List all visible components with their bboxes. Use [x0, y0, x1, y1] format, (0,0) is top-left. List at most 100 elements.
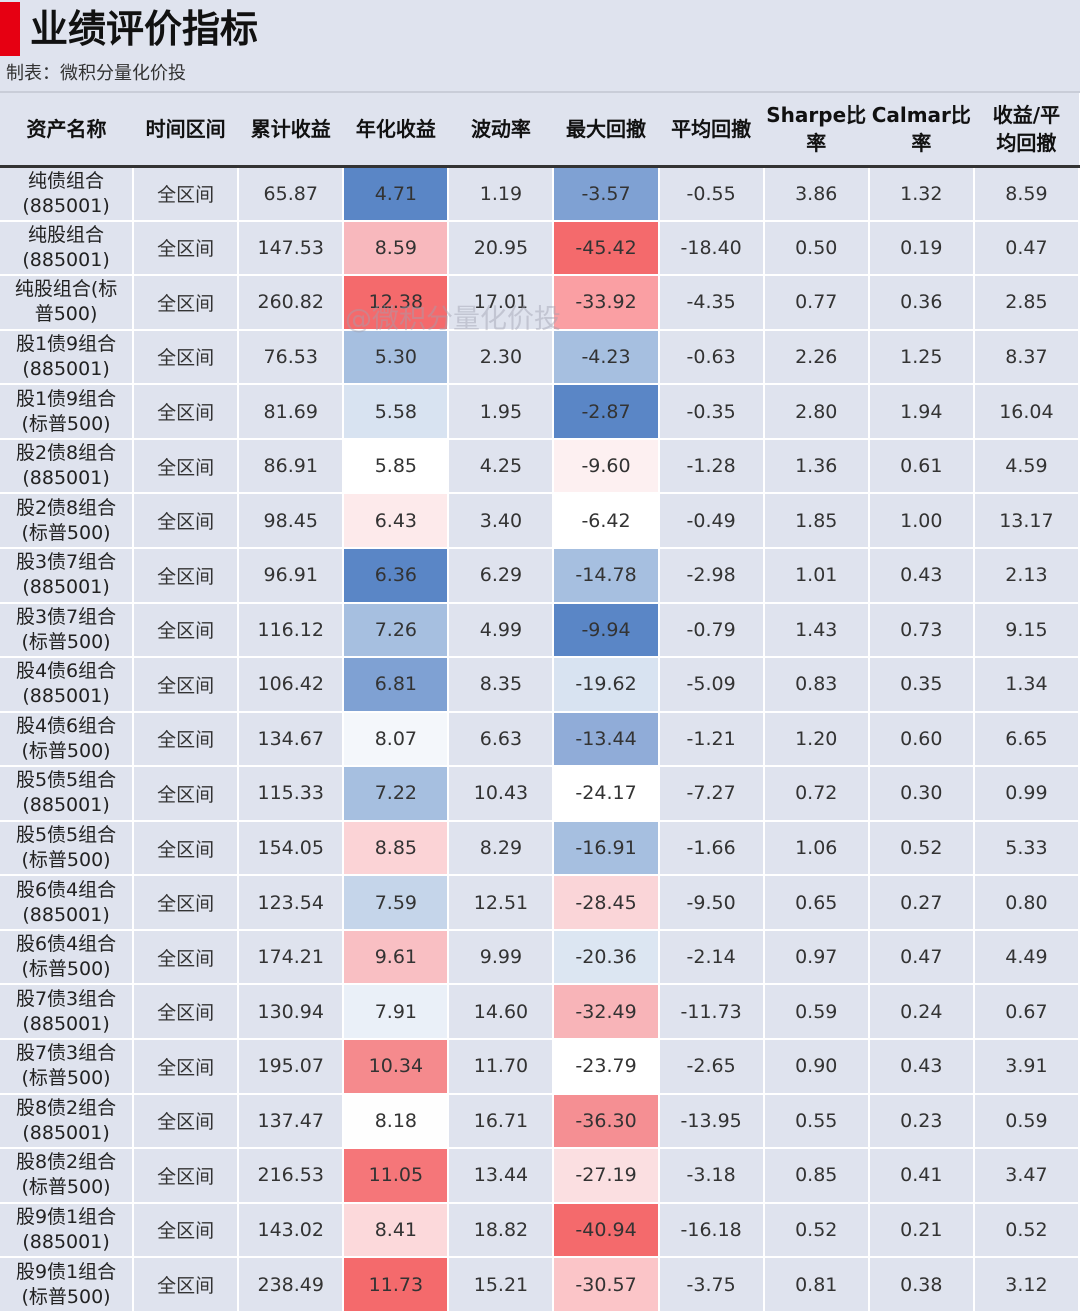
asset-name-line: 股3债7组合: [15, 551, 117, 574]
return-avg-drawdown-cell: 6.65: [973, 711, 1080, 768]
table-header: 资产名称 时间区间 累计收益 年化收益 波动率 最大回撤 平均回撤 Sharpe比率 Calma…: [0, 93, 1079, 168]
annual-return-cell: 8.59: [343, 220, 450, 277]
table-row: 股4债6组合 (885001) 全区间 106.42 6.81 8.35 -19.62 -5.…: [0, 657, 1080, 713]
max-drawdown-cell: -9.94: [553, 602, 660, 659]
sharpe-ratio-cell: 1.43: [763, 602, 870, 659]
asset-name-line: 纯股组合(标: [14, 278, 118, 301]
volatility-cell: 6.29: [448, 547, 555, 604]
sharpe-ratio-cell: 0.81: [763, 1257, 870, 1313]
max-drawdown-cell: -33.92: [553, 275, 660, 331]
title-accent-bar: [0, 2, 20, 56]
return-avg-drawdown-cell: 1.34: [973, 657, 1080, 713]
asset-name-line: (885001): [22, 1012, 110, 1035]
asset-name-cell: 纯债组合 (885001): [0, 166, 135, 222]
return-avg-drawdown-cell: 3.47: [973, 1148, 1080, 1204]
cumulative-return-cell: 238.49: [238, 1257, 345, 1313]
cumulative-return-cell: 106.42: [238, 657, 345, 713]
period-cell: 全区间: [133, 711, 240, 768]
max-drawdown-cell: -24.17: [553, 766, 660, 822]
asset-name-line: 股4债6组合: [15, 714, 117, 737]
asset-name-line: (标普500): [21, 1285, 111, 1308]
volatility-cell: 2.30: [448, 329, 555, 386]
header-row: 资产名称 时间区间 累计收益 年化收益 波动率 最大回撤 平均回撤 Sharpe比率 Calma…: [0, 93, 1079, 168]
cumulative-return-cell: 96.91: [238, 547, 345, 604]
annual-return-cell: 8.18: [343, 1093, 450, 1150]
avg-drawdown-cell: -3.18: [658, 1148, 765, 1204]
calmar-ratio-cell: 0.60: [868, 711, 975, 768]
max-drawdown-cell: -2.87: [553, 384, 660, 440]
annual-return-cell: 8.07: [343, 711, 450, 768]
table-row: 股2债8组合 (885001) 全区间 86.91 5.85 4.25 -9.60 -1.28…: [0, 438, 1080, 495]
column-header: 波动率: [448, 93, 554, 168]
period-cell: 全区间: [133, 166, 240, 222]
calmar-ratio-cell: 0.36: [868, 275, 975, 331]
table-row: 股1债9组合 (885001) 全区间 76.53 5.30 2.30 -4.23 -0.63…: [0, 329, 1080, 386]
avg-drawdown-cell: -13.95: [658, 1093, 765, 1150]
sharpe-ratio-cell: 3.86: [763, 166, 870, 222]
table-row: 股9债1组合 (标普500) 全区间 238.49 11.73 15.21 -30.57 -3…: [0, 1257, 1080, 1313]
period-cell: 全区间: [133, 1257, 240, 1313]
asset-name-line: (标普500): [21, 1176, 111, 1199]
table-row: 纯股组合(标 普500) 全区间 260.82 12.38 17.01 -33.92 -4.3…: [0, 275, 1080, 331]
asset-name-line: 股5债5组合: [15, 769, 117, 792]
max-drawdown-cell: -4.23: [553, 329, 660, 386]
asset-name-line: 股7债3组合: [15, 1042, 117, 1065]
max-drawdown-cell: -32.49: [553, 984, 660, 1040]
annual-return-cell: 5.85: [343, 438, 450, 495]
asset-name-cell: 股2债8组合 (标普500): [0, 493, 135, 549]
asset-name-line: 股4债6组合: [15, 660, 117, 683]
asset-name-line: 股8债2组合: [15, 1096, 117, 1119]
avg-drawdown-cell: -1.66: [658, 820, 765, 877]
column-header-line: 最大回撤: [566, 116, 647, 141]
sharpe-ratio-cell: 0.65: [763, 875, 870, 931]
cumulative-return-cell: 137.47: [238, 1093, 345, 1150]
annual-return-cell: 11.73: [343, 1257, 450, 1313]
sharpe-ratio-cell: 1.06: [763, 820, 870, 877]
table-row: 纯股组合 (885001) 全区间 147.53 8.59 20.95 -45.42 -18.…: [0, 220, 1080, 277]
cumulative-return-cell: 143.02: [238, 1202, 345, 1259]
max-drawdown-cell: -28.45: [553, 875, 660, 931]
column-header-line: Calmar比: [871, 102, 971, 127]
avg-drawdown-cell: -2.98: [658, 547, 765, 604]
column-header-line: 平均回撤: [671, 116, 752, 141]
column-header-line: 率: [911, 130, 932, 155]
sharpe-ratio-cell: 1.01: [763, 547, 870, 604]
annual-return-cell: 6.43: [343, 493, 450, 549]
asset-name-cell: 股6债4组合 (885001): [0, 875, 135, 931]
period-cell: 全区间: [133, 875, 240, 931]
cumulative-return-cell: 154.05: [238, 820, 345, 877]
max-drawdown-cell: -23.79: [553, 1039, 660, 1095]
table-row: 股6债4组合 (885001) 全区间 123.54 7.59 12.51 -28.45 -9…: [0, 875, 1080, 931]
avg-drawdown-cell: -18.40: [658, 220, 765, 277]
avg-drawdown-cell: -0.55: [658, 166, 765, 222]
return-avg-drawdown-cell: 0.52: [973, 1202, 1080, 1259]
return-avg-drawdown-cell: 16.04: [973, 384, 1080, 440]
asset-name-cell: 股9债1组合 (标普500): [0, 1257, 135, 1313]
avg-drawdown-cell: -5.09: [658, 657, 765, 713]
sharpe-ratio-cell: 0.59: [763, 984, 870, 1040]
column-header-line: Sharpe比: [766, 102, 867, 127]
asset-name-line: (标普500): [21, 958, 111, 981]
max-drawdown-cell: -14.78: [553, 547, 660, 604]
asset-name-cell: 股5债5组合 (885001): [0, 766, 135, 822]
cumulative-return-cell: 65.87: [238, 166, 345, 222]
header-divider: [0, 91, 1080, 93]
annual-return-cell: 11.05: [343, 1148, 450, 1204]
table-row: 股8债2组合 (标普500) 全区间 216.53 11.05 13.44 -27.19 -3…: [0, 1148, 1080, 1204]
avg-drawdown-cell: -11.73: [658, 984, 765, 1040]
calmar-ratio-cell: 0.24: [868, 984, 975, 1040]
sharpe-ratio-cell: 0.55: [763, 1093, 870, 1150]
volatility-cell: 16.71: [448, 1093, 555, 1150]
volatility-cell: 15.21: [448, 1257, 555, 1313]
volatility-cell: 8.29: [448, 820, 555, 877]
asset-name-line: (885001): [22, 194, 110, 217]
calmar-ratio-cell: 0.38: [868, 1257, 975, 1313]
volatility-cell: 9.99: [448, 929, 555, 986]
return-avg-drawdown-cell: 9.15: [973, 602, 1080, 659]
page-title: 业绩评价指标: [30, 7, 259, 51]
performance-table: 资产名称 时间区间 累计收益 年化收益 波动率 最大回撤 平均回撤 Sharpe比率 Calma…: [0, 93, 1080, 1313]
volatility-cell: 20.95: [448, 220, 555, 277]
return-avg-drawdown-cell: 0.47: [973, 220, 1080, 277]
asset-name-line: 纯股组合: [28, 223, 105, 246]
cumulative-return-cell: 123.54: [238, 875, 345, 931]
